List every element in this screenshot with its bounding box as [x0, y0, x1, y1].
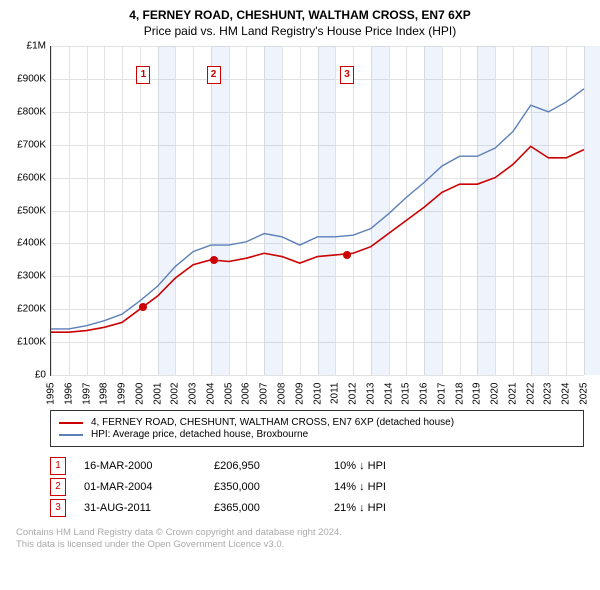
- x-axis-label: 2012: [348, 383, 359, 413]
- x-axis-label: 2002: [170, 383, 181, 413]
- x-axis-label: 2005: [223, 383, 234, 413]
- footer-line-1: Contains HM Land Registry data © Crown c…: [16, 527, 584, 539]
- y-axis-label: £300K: [6, 271, 46, 282]
- x-axis-label: 2009: [294, 383, 305, 413]
- x-axis-label: 2003: [188, 383, 199, 413]
- x-axis-label: 2007: [259, 383, 270, 413]
- event-dot: [210, 256, 218, 264]
- y-axis-label: £500K: [6, 205, 46, 216]
- event-row: 1 16-MAR-2000£206,95010% ↓ HPI: [50, 457, 584, 475]
- x-axis-label: 2001: [152, 383, 163, 413]
- x-axis-label: 2022: [525, 383, 536, 413]
- x-axis-label: 2013: [365, 383, 376, 413]
- x-axis-label: 2004: [205, 383, 216, 413]
- y-axis-label: £600K: [6, 172, 46, 183]
- legend-label-property: 4, FERNEY ROAD, CHESHUNT, WALTHAM CROSS,…: [91, 417, 454, 428]
- event-delta: 10% ↓ HPI: [334, 460, 386, 472]
- event-marker: 1: [136, 66, 150, 84]
- x-axis-label: 2015: [401, 383, 412, 413]
- x-axis-label: 1996: [63, 383, 74, 413]
- footer-line-2: This data is licensed under the Open Gov…: [16, 539, 584, 551]
- x-axis-label: 2014: [383, 383, 394, 413]
- x-axis-label: 1997: [81, 383, 92, 413]
- event-dot: [139, 303, 147, 311]
- event-date: 01-MAR-2004: [84, 481, 214, 493]
- x-axis-label: 2025: [579, 383, 590, 413]
- event-date: 31-AUG-2011: [84, 502, 214, 514]
- y-axis-label: £100K: [6, 337, 46, 348]
- x-axis-label: 2000: [134, 383, 145, 413]
- y-axis-label: £1M: [6, 41, 46, 52]
- event-number: 2: [50, 478, 66, 496]
- y-axis-label: £200K: [6, 304, 46, 315]
- x-axis-label: 2021: [507, 383, 518, 413]
- x-axis-label: 1995: [46, 383, 57, 413]
- event-row: 2 01-MAR-2004£350,00014% ↓ HPI: [50, 478, 584, 496]
- y-axis-label: £800K: [6, 106, 46, 117]
- x-axis-label: 2016: [419, 383, 430, 413]
- chart: £0£100K£200K£300K£400K£500K£600K£700K£80…: [50, 46, 584, 376]
- series-line-hpi: [51, 89, 584, 329]
- year-shade: [584, 46, 600, 375]
- event-delta: 14% ↓ HPI: [334, 481, 386, 493]
- legend: 4, FERNEY ROAD, CHESHUNT, WALTHAM CROSS,…: [50, 410, 584, 447]
- legend-label-hpi: HPI: Average price, detached house, Brox…: [91, 429, 308, 440]
- event-dot: [343, 251, 351, 259]
- y-axis-label: £400K: [6, 238, 46, 249]
- x-axis-label: 2018: [454, 383, 465, 413]
- event-number: 3: [50, 499, 66, 517]
- x-axis-label: 2024: [561, 383, 572, 413]
- legend-swatch-hpi: [59, 434, 83, 436]
- x-axis-label: 2006: [241, 383, 252, 413]
- event-date: 16-MAR-2000: [84, 460, 214, 472]
- y-axis-label: £900K: [6, 73, 46, 84]
- event-number: 1: [50, 457, 66, 475]
- x-axis-label: 1999: [117, 383, 128, 413]
- event-delta: 21% ↓ HPI: [334, 502, 386, 514]
- event-marker: 3: [340, 66, 354, 84]
- x-axis-label: 2020: [490, 383, 501, 413]
- y-axis-label: £0: [6, 370, 46, 381]
- x-axis-label: 2008: [276, 383, 287, 413]
- footer-attribution: Contains HM Land Registry data © Crown c…: [16, 527, 584, 552]
- x-axis-label: 2017: [436, 383, 447, 413]
- x-axis-label: 2023: [543, 383, 554, 413]
- event-row: 3 31-AUG-2011£365,00021% ↓ HPI: [50, 499, 584, 517]
- gridline-h: [51, 375, 584, 376]
- x-axis-label: 1998: [99, 383, 110, 413]
- events-table: 1 16-MAR-2000£206,95010% ↓ HPI 2 01-MAR-200…: [50, 457, 584, 517]
- x-axis-label: 2010: [312, 383, 323, 413]
- event-price: £365,000: [214, 502, 334, 514]
- event-marker: 2: [207, 66, 221, 84]
- x-axis-label: 2011: [330, 383, 341, 413]
- y-axis-label: £700K: [6, 139, 46, 150]
- event-price: £206,950: [214, 460, 334, 472]
- x-axis-label: 2019: [472, 383, 483, 413]
- page-subtitle: Price paid vs. HM Land Registry's House …: [10, 24, 590, 38]
- event-price: £350,000: [214, 481, 334, 493]
- page-title: 4, FERNEY ROAD, CHESHUNT, WALTHAM CROSS,…: [10, 8, 590, 22]
- series-line-property: [51, 146, 584, 332]
- legend-swatch-property: [59, 422, 83, 424]
